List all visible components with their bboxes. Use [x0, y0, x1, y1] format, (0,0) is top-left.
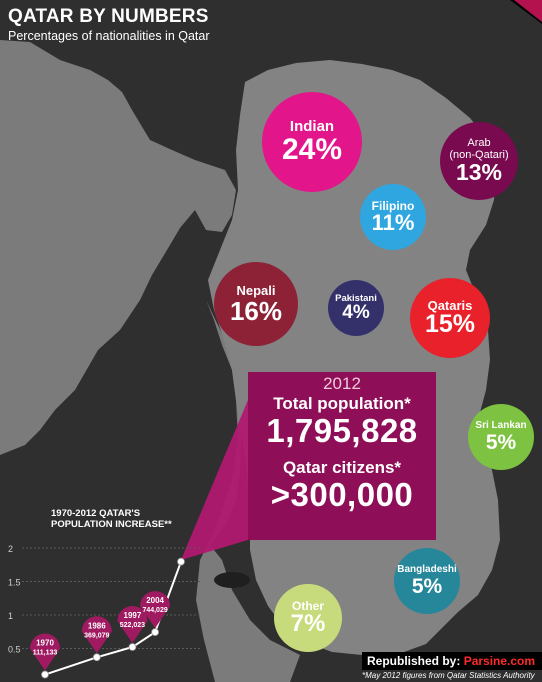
island: [214, 572, 250, 588]
total-population-value: 1,795,828: [266, 412, 418, 449]
brand-name: Parsine.com: [463, 654, 536, 668]
bubble-arab-non-qatari: Arab (non-Qatari) 13%: [440, 122, 518, 200]
pin-value-label: 522,023: [120, 622, 145, 629]
pin-year-label: 2004: [146, 596, 164, 605]
pin-year-label: 1970: [36, 639, 54, 648]
pin-year-label: 1997: [124, 611, 142, 620]
mainland-landmass: [0, 40, 236, 455]
data-point: [41, 670, 49, 679]
bubble-indian: Indian 24%: [262, 92, 362, 192]
bubble-pakistani: Pakistani 4%: [328, 280, 384, 336]
y-tick-label: 0.5: [8, 645, 21, 655]
line-chart-title: 1970-2012 QATAR'S POPULATION INCREASE**: [51, 508, 172, 530]
population-year: 2012: [323, 374, 361, 393]
data-point: [151, 628, 159, 637]
pin-marker: [81, 616, 112, 654]
y-tick-label: 1: [8, 611, 13, 621]
bubble-nepali: Nepali 16%: [214, 262, 298, 346]
footer-bar: [362, 652, 542, 670]
pin-marker: [140, 591, 171, 629]
pin-value-label: 744,029: [142, 607, 167, 614]
data-point: [92, 653, 101, 662]
pin-value-label: 369,079: [84, 632, 109, 639]
pin-marker: [117, 606, 148, 644]
bubble-bangladeshi: Bangladeshi 5%: [394, 548, 460, 614]
source-note: *May 2012 figures from Qatar Statistics …: [362, 671, 535, 680]
pin-year-label: 1986: [88, 621, 106, 630]
data-point: [128, 643, 137, 651]
bubble-sri-lankan: Sri Lankan 5%: [468, 404, 534, 470]
citizens-label: Qatar citizens*: [282, 458, 402, 477]
page-subtitle: Percentages of nationalities in Qatar: [8, 29, 210, 43]
y-tick-label: 1.5: [8, 578, 21, 588]
total-population-label: Total population*: [273, 394, 411, 413]
corner-fold-icon: [510, 0, 542, 24]
data-point: [177, 557, 185, 566]
pin-marker: [30, 633, 60, 671]
pin-value-label: 111,133: [33, 650, 58, 657]
y-tick-label: 2: [8, 544, 13, 554]
page-title: QATAR BY NUMBERS: [8, 6, 209, 27]
population-box: 2012 Total population* 1,795,828 Qatar c…: [248, 372, 436, 540]
republished-credit: Republished by: Parsine.com: [367, 654, 536, 668]
bubble-qataris: Qataris 15%: [410, 278, 490, 358]
citizens-value: >300,000: [270, 476, 414, 513]
bubble-other: Other 7%: [274, 584, 342, 652]
bubble-filipino: Filipino 11%: [360, 184, 426, 250]
